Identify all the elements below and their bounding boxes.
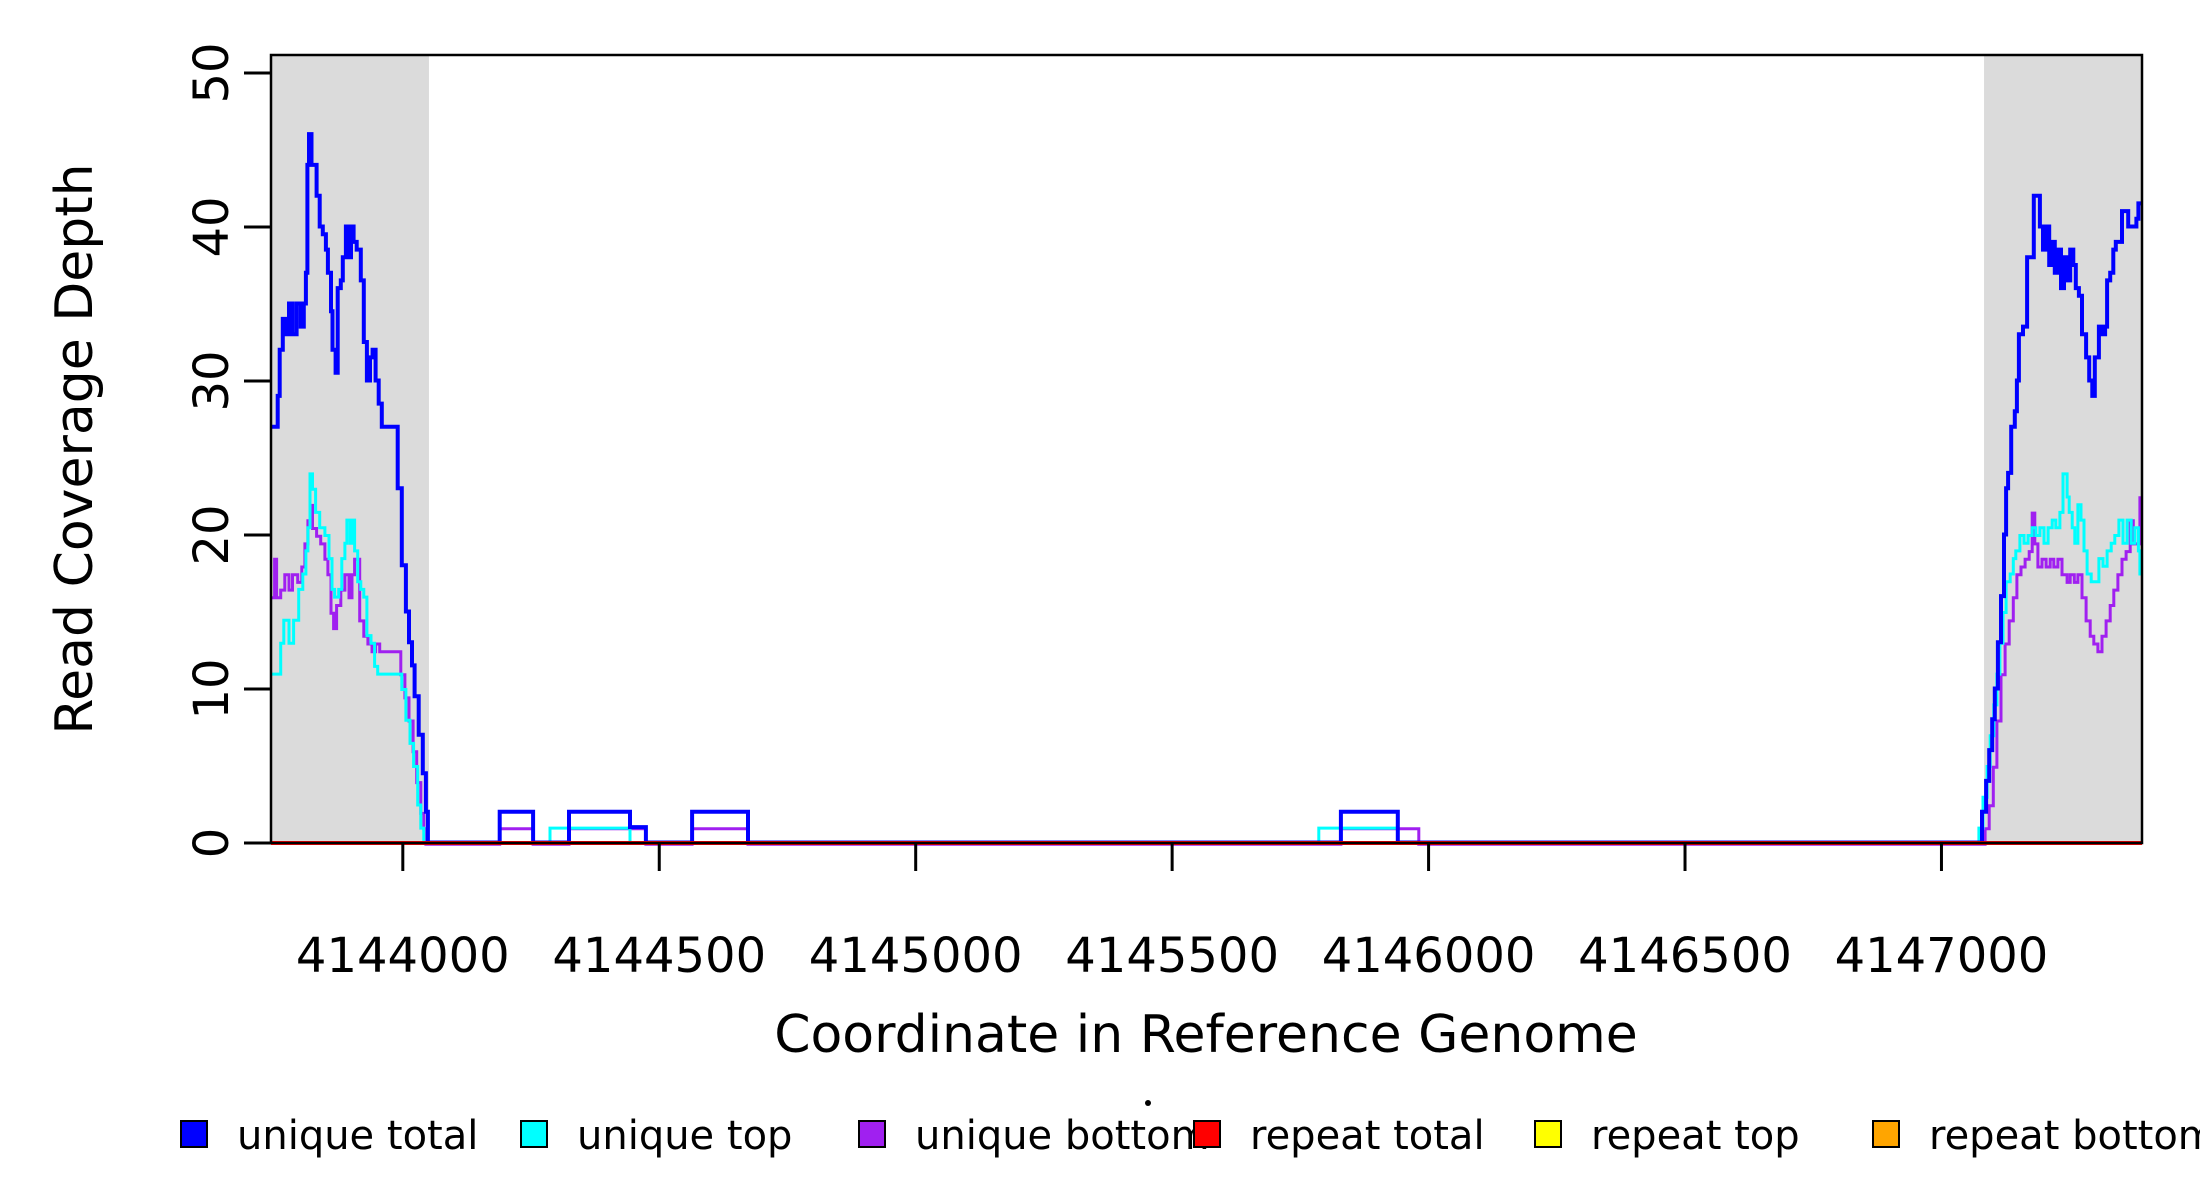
y-tick-label-30: 30 [184, 350, 240, 411]
legend-label-unique-top: unique top [577, 1113, 792, 1159]
legend-swatch-repeat-bottom [1872, 1120, 1900, 1148]
y-tick-label-10: 10 [184, 658, 240, 719]
legend-swatch-unique-total [180, 1120, 208, 1148]
legend-swatch-unique-top [520, 1120, 548, 1148]
y-axis-title: Read Coverage Depth [45, 163, 105, 734]
legend-item-repeat-total: repeat total [1193, 1113, 1485, 1159]
legend-item-unique-top: unique top [520, 1113, 792, 1159]
shaded-region-left [271, 55, 429, 843]
x-tick-label-4147000: 4147000 [1835, 928, 2049, 984]
stray-dot-mark [1145, 1100, 1151, 1106]
y-tick-label-50: 50 [184, 42, 240, 103]
series-unique-total [271, 132, 2142, 845]
y-tick-label-0: 0 [184, 828, 240, 859]
legend-item-repeat-bottom: repeat bottom [1872, 1113, 2200, 1159]
legend-item-unique-total: unique total [180, 1113, 478, 1159]
legend: unique total unique top unique bottom repea… [180, 1100, 2200, 1159]
legend-item-unique-bottom: unique bottom [858, 1113, 1210, 1159]
y-tick-label-40: 40 [184, 196, 240, 257]
x-tick-label-4144000: 4144000 [296, 928, 510, 984]
series-unique-bottom-line [271, 496, 2142, 846]
legend-swatch-repeat-top [1534, 1120, 1562, 1148]
series-unique-total-line [271, 132, 2142, 845]
x-tick-label-4144500: 4144500 [552, 928, 766, 984]
series-unique-top-line [271, 472, 2142, 845]
shaded-region-right [1984, 55, 2142, 843]
x-tick-label-4146000: 4146000 [1322, 928, 1536, 984]
legend-label-repeat-top: repeat top [1591, 1113, 1800, 1159]
series-unique-top [271, 472, 2142, 845]
x-tick-label-4146500: 4146500 [1578, 928, 1792, 984]
plot-frame-layer [269, 53, 2144, 845]
axis-ticks-layer: 0 10 20 30 40 50 4144000 4144500 4145000 4145500 4… [184, 42, 2048, 984]
legend-label-repeat-total: repeat total [1250, 1113, 1485, 1159]
legend-label-unique-bottom: unique bottom [915, 1113, 1210, 1159]
y-tick-label-20: 20 [184, 504, 240, 565]
series-layer [271, 132, 2142, 846]
legend-label-unique-total: unique total [237, 1113, 478, 1159]
legend-label-repeat-bottom: repeat bottom [1929, 1113, 2200, 1159]
x-tick-label-4145500: 4145500 [1065, 928, 1279, 984]
plot-box [269, 53, 2144, 845]
x-tick-label-4145000: 4145000 [809, 928, 1023, 984]
legend-swatch-repeat-total [1193, 1120, 1221, 1148]
legend-item-repeat-top: repeat top [1534, 1113, 1800, 1159]
legend-swatch-unique-bottom [858, 1120, 886, 1148]
shaded-regions-layer [271, 55, 2142, 843]
x-axis-title: Coordinate in Reference Genome [774, 1005, 1638, 1065]
series-unique-bottom [271, 496, 2142, 846]
